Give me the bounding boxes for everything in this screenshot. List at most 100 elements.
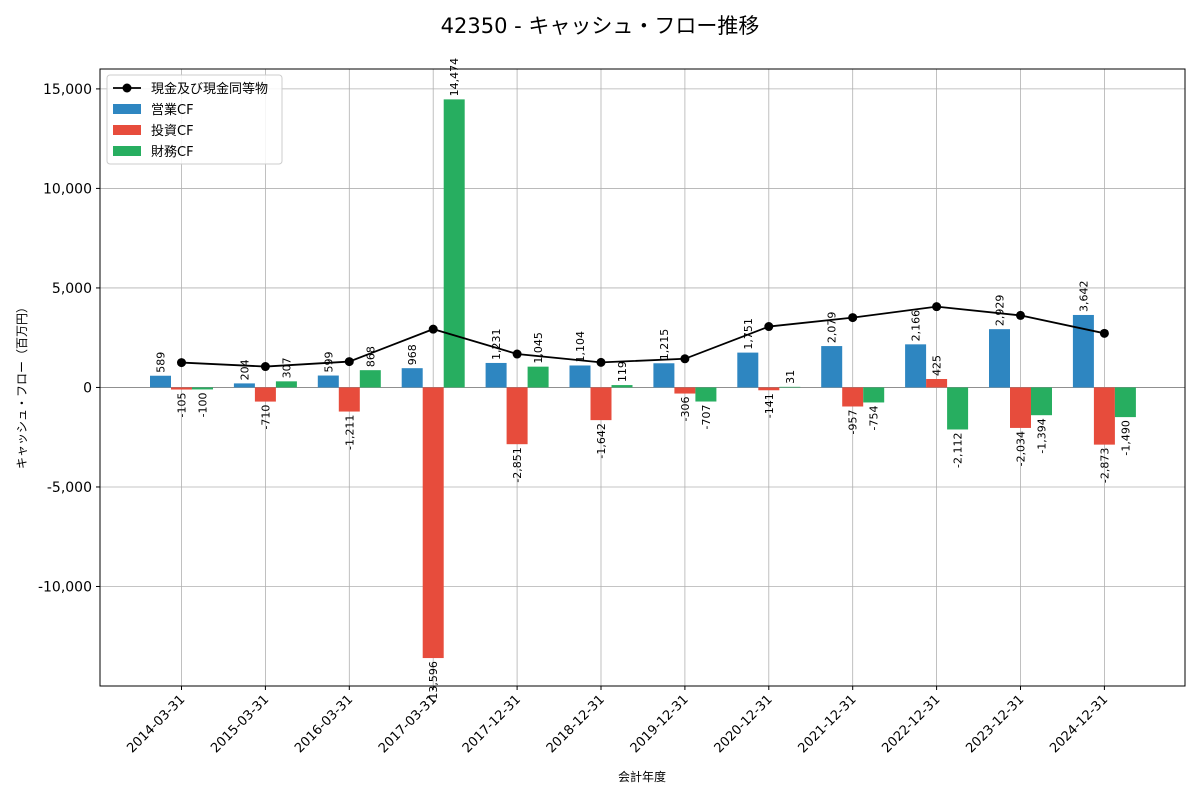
bar-value-label: -306 (679, 397, 692, 422)
bar-value-label: 868 (364, 346, 377, 367)
legend-label: 現金及び現金同等物 (151, 81, 268, 97)
cash-line-point (596, 357, 606, 367)
bar-value-label: -2,851 (511, 447, 524, 482)
bar-value-label: 2,079 (826, 312, 839, 344)
y-tick-label: 5,000 (52, 281, 92, 297)
bar-value-label: -754 (868, 405, 881, 430)
bar-value-label: 425 (931, 355, 944, 376)
bar-value-label: -2,034 (1015, 431, 1028, 466)
bar-value-label: -1,394 (1036, 418, 1049, 453)
bar-series-2 (863, 387, 885, 403)
bar-value-label: 2,929 (994, 295, 1007, 327)
bar-value-label: -1,211 (343, 415, 356, 450)
x-tick-label: 2015-03-31 (208, 692, 272, 756)
bar-value-label: 31 (784, 370, 797, 384)
bar-series-2 (192, 387, 213, 390)
bar-value-label: -141 (763, 393, 776, 418)
plot-frame (99, 68, 1186, 687)
x-tick-label: 2022-12-31 (879, 692, 943, 756)
y-axis-label: キャッシュ・フロー（百万円） (15, 301, 29, 469)
cash-line-point (932, 302, 942, 312)
legend-label: 営業CF (151, 102, 194, 118)
bar-series-1 (674, 387, 696, 394)
bar-series-0 (317, 375, 339, 388)
bar-value-label: 1,045 (532, 332, 545, 364)
x-axis-label: 会計年度 (618, 769, 666, 784)
cash-line (177, 302, 1109, 372)
bar-value-label: -957 (847, 409, 860, 434)
x-tick-label: 2021-12-31 (795, 692, 859, 756)
bar-series-1 (926, 378, 948, 388)
legend-swatch-series-2 (113, 146, 141, 156)
bar-series-2 (527, 366, 549, 388)
legend-label: 財務CF (151, 145, 194, 160)
y-tick-label: 15,000 (43, 82, 92, 98)
y-axis: -10,000 -5,000 0 5,000 10,000 15,000 (38, 82, 100, 595)
bar-series-2 (1031, 387, 1052, 416)
legend-box (106, 74, 283, 165)
bar-series-0 (989, 329, 1010, 388)
bar-value-label: 3,642 (1077, 280, 1090, 312)
cash-line-point (680, 354, 690, 364)
legend-swatch-series-1 (113, 125, 141, 135)
bar-series-1 (506, 387, 528, 445)
bar-value-label: -105 (176, 393, 189, 418)
bar-value-label: 599 (322, 352, 335, 373)
bar-value-label: -1,490 (1119, 420, 1132, 455)
bar-value-labels: 589 204 599 968 1,231 1,104 1,215 1,751 2,079 2,1… (155, 58, 1133, 704)
x-tick-label: 2016-03-31 (292, 692, 356, 756)
bar-series-1 (758, 387, 780, 391)
cash-line-point (512, 349, 522, 359)
bar-value-label: 307 (280, 357, 293, 378)
x-axis: 2014-03-31 2015-03-31 2016-03-31 2017-03-31… (124, 686, 1111, 756)
bar-series-0 (1072, 314, 1094, 388)
bar-value-label: 119 (616, 361, 629, 382)
bar-series-0 (150, 375, 171, 388)
cash-line-point (848, 313, 858, 323)
cash-line-point (764, 322, 774, 332)
x-tick-label: 2024-12-31 (1047, 692, 1111, 756)
legend-line-marker (122, 83, 132, 93)
bar-value-label: 1,231 (490, 328, 503, 359)
bar-value-label: -707 (700, 405, 713, 430)
y-tick-label: 0 (83, 380, 92, 396)
cash-line-point (344, 357, 354, 367)
bar-value-label: 1,104 (574, 331, 587, 363)
bar-value-label: -710 (259, 405, 272, 430)
bar-value-label: 1,751 (742, 318, 755, 350)
x-tick-label: 2017-12-31 (460, 692, 524, 756)
legend-label: 投資CF (151, 123, 194, 139)
x-tick-label: 2018-12-31 (544, 692, 608, 756)
x-tick-label: 2014-03-31 (124, 692, 188, 756)
chart-title: 42350 - キャッシュ・フロー推移 (441, 14, 760, 38)
bar-value-label: 2,166 (910, 310, 923, 342)
bar-series-1 (842, 387, 864, 407)
cash-line-point (177, 358, 186, 368)
legend-swatch-series-0 (113, 104, 141, 114)
bar-value-label: 204 (238, 359, 251, 380)
bar-series-2 (779, 386, 801, 388)
bar-value-label: -2,112 (952, 432, 965, 467)
bar-value-label: 589 (155, 352, 168, 373)
bar-value-label: 968 (406, 344, 419, 365)
bar-series-1 (1010, 387, 1031, 428)
bar-series-0 (233, 383, 255, 388)
bar-value-label: -2,873 (1098, 448, 1111, 483)
x-tick-label: 2017-03-31 (376, 692, 440, 756)
cash-line-point (1016, 310, 1025, 320)
bar-series-0 (821, 346, 843, 388)
x-tick-label: 2019-12-31 (628, 692, 692, 756)
y-tick-label: -5,000 (47, 480, 92, 496)
bar-series-1 (171, 387, 192, 390)
bars (150, 99, 1136, 659)
bar-value-label: 14,474 (448, 58, 461, 97)
bar-series-1 (590, 387, 612, 421)
bar-series-2 (275, 381, 297, 388)
bar-series-1 (338, 387, 360, 412)
y-tick-label: 10,000 (43, 181, 92, 197)
bar-series-0 (653, 363, 675, 388)
bar-series-1 (1093, 387, 1115, 445)
bar-series-0 (905, 344, 927, 388)
cash-line-path (181, 305, 1105, 368)
